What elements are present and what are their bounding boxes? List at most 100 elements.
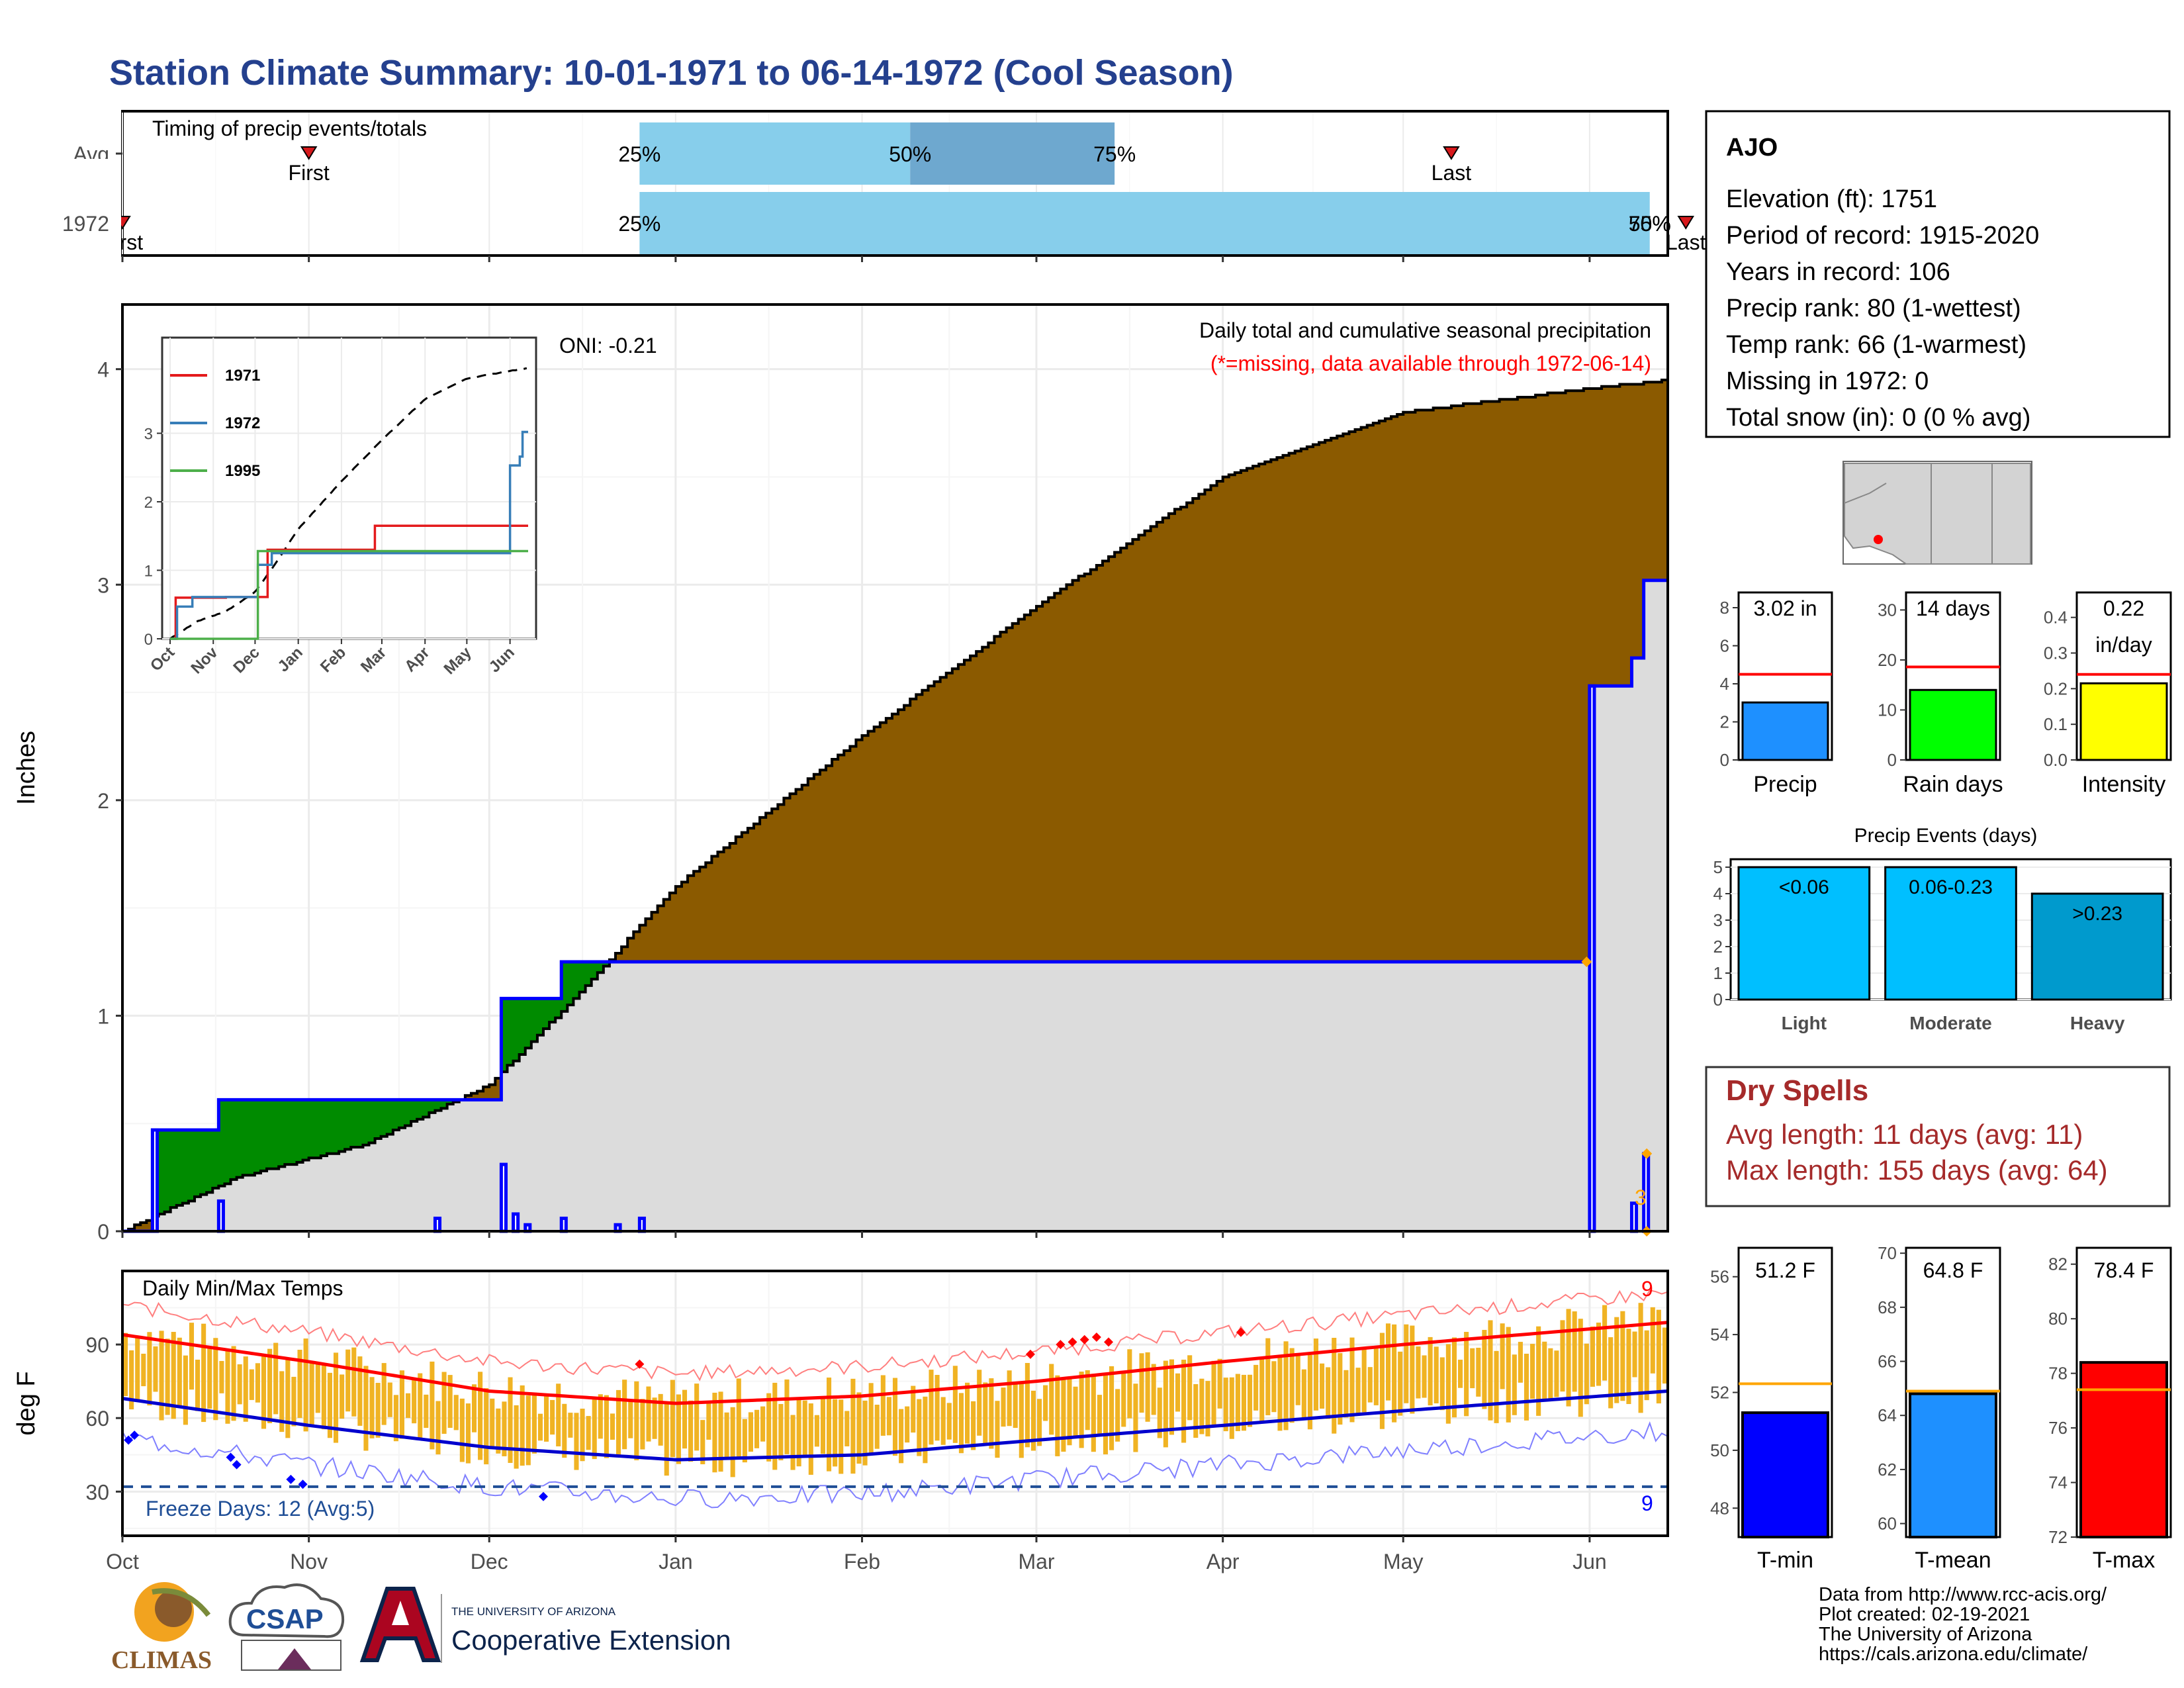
daily-temp-bar [1043,1385,1048,1421]
events-category-label: Heavy [2070,1013,2125,1033]
daily-temp-bar [1235,1374,1240,1431]
daily-temp-bar [958,1393,964,1454]
daily-temp-bar [1163,1360,1168,1448]
daily-temp-bar [917,1399,922,1456]
inset-y-tick-label: 2 [144,494,153,512]
record-high-line [122,1289,1668,1382]
daily-temp-bar [670,1380,675,1458]
daily-temp-bar [465,1403,471,1464]
daily-temp-bar [754,1409,760,1448]
station-detail-line: Temp rank: 66 (1-warmest) [1726,331,2026,359]
daily-temp-bar [1241,1374,1247,1431]
daily-precip-bar [512,1212,520,1233]
temp-bar-tick-label: 48 [1710,1498,1729,1518]
daily-temp-bar [850,1378,856,1474]
temp-bar-tick-label: 60 [1878,1514,1897,1534]
precip-y-tick-label: 1 [97,1004,109,1028]
summary-bar-label: Precip [1753,772,1817,797]
daily-temp-bar [1013,1383,1018,1429]
daily-temp-bar [189,1323,195,1390]
daily-temp-bar [243,1356,248,1422]
month-label: Dec [471,1550,508,1573]
daily-temp-bar [478,1372,483,1460]
daily-temp-bar [580,1409,585,1462]
daily-temp-bar [1451,1337,1457,1418]
daily-temp-bar [327,1372,332,1438]
record-low-marker [124,1435,134,1445]
daily-temp-bar [213,1338,218,1421]
ua-small-text: THE UNIVERSITY OF ARIZONA [451,1605,616,1618]
daily-temp-bar [748,1412,753,1452]
inset-y-tick-label: 0 [144,631,153,649]
summary-bar-label: Intensity [2082,772,2166,797]
daily-temp-bar [802,1400,807,1456]
summary-bar-tick-label: 4 [1720,674,1729,694]
daily-temp-bar [1373,1348,1379,1405]
timing-panel: Timing of precip events/totals Avg 25% 50%… [0,110,1706,258]
events-tick-label: 5 [1713,857,1723,877]
events-bar-label: >0.23 [2072,903,2122,925]
station-detail-line: Elevation (ft): 1751 [1726,185,1937,213]
daily-temp-bar [369,1377,375,1438]
daily-temp-bar [1638,1303,1643,1413]
daily-temp-bar [363,1366,369,1451]
daily-temp-bar [1079,1372,1084,1448]
daily-temp-bar [1662,1327,1667,1384]
daily-temp-bar [225,1349,230,1424]
summary-bar-tick-label: 20 [1878,650,1897,670]
summary-bar-tick-label: 8 [1720,598,1729,618]
daily-temp-bar [459,1398,465,1462]
daily-temp-bar [1596,1323,1602,1386]
daily-temp-bar [778,1403,784,1461]
events-category-label: Moderate [1909,1013,1991,1033]
summary-bar-tick-label: 0 [1888,750,1897,770]
daily-temp-bar [844,1411,850,1446]
daily-temp-bar [219,1360,224,1393]
daily-temp-bar [1320,1363,1325,1409]
daily-precip-bar [637,1216,646,1233]
daily-temp-bar [1103,1374,1109,1455]
daily-temp-bar [177,1337,182,1407]
daily-temp-bar [165,1338,170,1415]
summary-bar-tick-label: 0.2 [2044,679,2068,698]
temp-y-tick-label: 60 [85,1407,109,1430]
daily-temp-bar [1295,1354,1300,1405]
daily-temp-bar [664,1403,669,1476]
precip-marker [1641,1148,1653,1159]
precip-events-chart: Precip Events (days) 0 1 2 3 4 5 <0.06 Light 0.0… [1713,825,2172,1033]
credits: Data from http://www.rcc-acis.org/ Plot … [1819,1584,2107,1665]
daily-temp-bar [905,1406,910,1443]
inset-y-tick-label: 1 [144,563,153,581]
precip-header: Daily total and cumulative seasonal prec… [1199,318,1651,342]
daily-temp-bar [1067,1376,1072,1446]
last-event-label: Last [1432,161,1472,185]
daily-temp-bar [1007,1370,1012,1427]
daily-temp-bar [923,1396,928,1464]
inset-series-line-1972 [170,430,528,640]
missing-note: (*=missing, data available through 1972-… [1210,352,1651,375]
daily-temp-bar [441,1372,447,1434]
daily-temp-bar [1578,1319,1583,1417]
events-bar [2030,892,2164,1001]
daily-temp-bar [1223,1378,1228,1432]
daily-temp-bar [471,1384,477,1432]
climas-wordmark: CLIMAS [111,1646,212,1674]
daily-temp-bar [760,1406,766,1442]
daily-temp-bar [1656,1309,1661,1404]
summary-bar-rain-days: 0 10 20 30 14 days Rain days [1878,591,2003,797]
precip-y-tick-label: 2 [97,789,109,813]
timing-pct-75: 75% [1629,212,1671,236]
month-axis: Oct Nov Dec Jan Feb Mar Apr May Jun [106,256,1607,1573]
last-event-marker [1443,146,1460,160]
daily-temp-bar [183,1355,188,1425]
daily-temp-bar [484,1388,489,1465]
daily-temp-bar [736,1378,741,1458]
daily-temp-bar [1361,1348,1367,1413]
temp-bar-value-text: 78.4 F [2094,1258,2154,1282]
daily-temp-bar [730,1407,735,1477]
daily-temp-bar [1560,1320,1565,1392]
daily-temp-bar [1433,1346,1439,1404]
temp-y-tick-label: 90 [85,1333,109,1357]
daily-temp-bar [892,1378,898,1456]
daily-temp-bar [1139,1353,1144,1413]
